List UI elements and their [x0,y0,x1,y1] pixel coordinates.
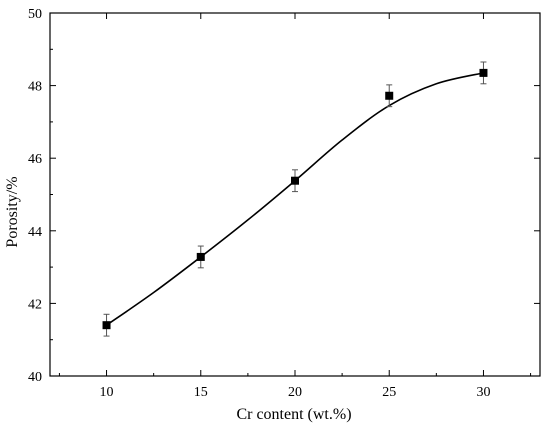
x-tick-label: 25 [382,385,396,400]
fit-curve [106,72,484,326]
data-point [291,176,299,185]
data-point [385,91,394,100]
y-axis-title: Porosity/% [4,176,21,247]
y-tick-label: 44 [28,225,42,240]
x-tick-label: 10 [100,385,114,400]
data-point [102,321,111,330]
y-tick-label: 42 [28,297,42,312]
data-point [196,252,205,261]
data-point [479,68,488,77]
y-tick-label: 40 [28,370,42,385]
y-tick-label: 46 [28,152,42,167]
y-tick-label: 50 [28,7,42,22]
y-tick-label: 48 [28,80,42,95]
plot-area: 10 15 20 25 30 40 42 44 46 48 50 [28,7,541,400]
plot-frame [49,12,541,377]
x-tick-label: 30 [476,385,490,400]
x-tick-label: 20 [288,385,302,400]
x-tick-label: 15 [194,385,208,400]
x-axis-title: Cr content (wt.%) [236,406,351,423]
